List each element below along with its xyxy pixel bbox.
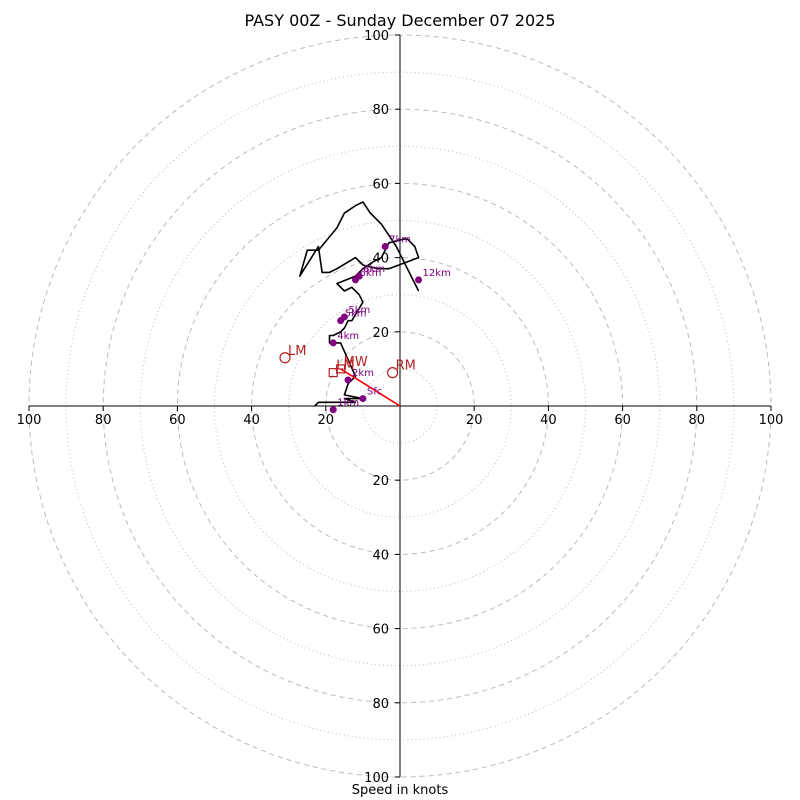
storm-motion-label: RM bbox=[396, 359, 416, 374]
tick-label: 80 bbox=[95, 413, 112, 428]
height-marker-label: 8km bbox=[363, 264, 385, 275]
tick-label: 40 bbox=[372, 548, 389, 563]
tick-label: 40 bbox=[540, 413, 557, 428]
tick-label: 60 bbox=[372, 623, 389, 638]
height-marker-label: 5km bbox=[348, 305, 370, 316]
height-marker bbox=[415, 276, 423, 284]
height-marker-label: 12km bbox=[423, 268, 451, 279]
height-marker-label: 6km bbox=[359, 268, 381, 279]
shear-vector bbox=[340, 368, 401, 407]
height-marker bbox=[344, 376, 352, 384]
x-axis-label: Speed in knots bbox=[351, 783, 449, 798]
storm-motion-label: LM bbox=[288, 344, 306, 359]
tick-label: 60 bbox=[372, 177, 389, 192]
height-marker bbox=[355, 272, 363, 280]
tick-label: 20 bbox=[318, 413, 335, 428]
height-marker bbox=[329, 339, 337, 347]
tick-label: 100 bbox=[17, 413, 42, 428]
height-marker-label: 1km bbox=[337, 398, 359, 409]
height-marker bbox=[340, 313, 348, 321]
hodograph-trace bbox=[298, 201, 420, 407]
storm-motion-label: MW bbox=[344, 355, 368, 370]
height-marker-label: 7km bbox=[389, 234, 411, 245]
height-marker-label: 2km bbox=[352, 368, 374, 379]
tick-label: 40 bbox=[243, 413, 260, 428]
storm-motion-marker bbox=[328, 368, 338, 378]
tick-label: 100 bbox=[759, 413, 784, 428]
tick-label: 80 bbox=[372, 697, 389, 712]
height-marker bbox=[329, 406, 337, 414]
tick-label: 100 bbox=[364, 771, 389, 786]
tick-label: 80 bbox=[372, 103, 389, 118]
height-marker bbox=[359, 395, 367, 403]
height-marker-label: 4km bbox=[337, 331, 359, 342]
tick-label: 60 bbox=[614, 413, 631, 428]
storm-motion-marker bbox=[279, 352, 291, 364]
tick-label: 20 bbox=[466, 413, 483, 428]
storm-motion-label: LM bbox=[336, 359, 354, 374]
tick-label: 80 bbox=[689, 413, 706, 428]
height-marker-label: 5km bbox=[345, 309, 367, 320]
tick-label: 100 bbox=[364, 29, 389, 44]
tick-label: 60 bbox=[169, 413, 186, 428]
height-marker bbox=[381, 242, 389, 250]
tick-label: 20 bbox=[372, 474, 389, 489]
tick-label: 20 bbox=[372, 326, 389, 341]
height-marker-label: Sfc bbox=[367, 387, 382, 398]
storm-motion-marker bbox=[386, 367, 399, 379]
tick-label: 40 bbox=[372, 252, 389, 267]
chart-title: PASY 00Z - Sunday December 07 2025 bbox=[244, 11, 556, 30]
